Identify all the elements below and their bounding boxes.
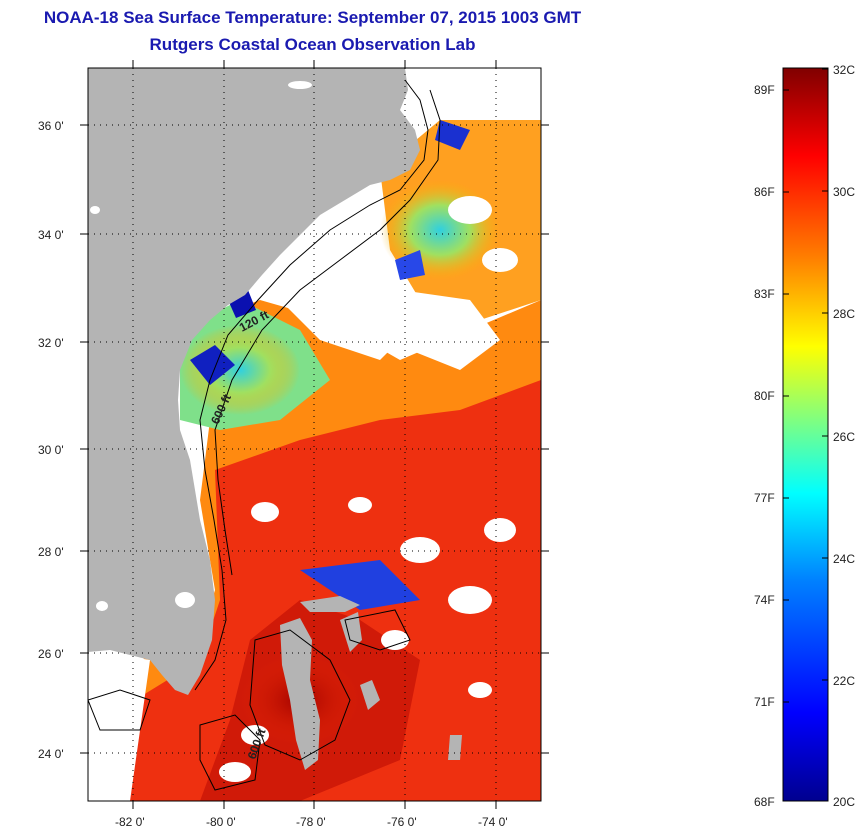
celsius-label: 26C (833, 430, 855, 444)
fahrenheit-label: 71F (754, 695, 775, 709)
celsius-label: 28C (833, 307, 855, 321)
celsius-label: 32C (833, 63, 855, 77)
map-grid (88, 68, 541, 801)
lat-label: 34 0' (38, 228, 64, 242)
celsius-label: 20C (833, 795, 855, 809)
lat-label: 32 0' (38, 336, 64, 350)
fahrenheit-label: 74F (754, 593, 775, 607)
lon-label: -74 0' (478, 815, 508, 829)
celsius-labels: 32C 30C 28C 26C 24C 22C 20C (833, 63, 855, 809)
fahrenheit-label: 80F (754, 389, 775, 403)
bathymetry-contours (88, 79, 441, 791)
lat-label: 30 0' (38, 443, 64, 457)
lat-label: 28 0' (38, 545, 64, 559)
fahrenheit-labels: 89F 86F 83F 80F 77F 74F 71F 68F (754, 83, 775, 809)
lat-label: 26 0' (38, 647, 64, 661)
longitude-labels: -82 0' -80 0' -78 0' -76 0' -74 0' (115, 815, 508, 829)
fahrenheit-label: 89F (754, 83, 775, 97)
lat-label: 36 0' (38, 119, 64, 133)
land-bahamas-andros (280, 618, 320, 770)
celsius-label: 24C (833, 552, 855, 566)
fahrenheit-label: 68F (754, 795, 775, 809)
colorbar: 89F 86F 83F 80F 77F 74F 71F 68F 32C 30C … (754, 63, 855, 809)
page-title: NOAA-18 Sea Surface Temperature: Septemb… (43, 8, 582, 27)
lon-label: -76 0' (387, 815, 417, 829)
celsius-label: 22C (833, 674, 855, 688)
celsius-label: 30C (833, 185, 855, 199)
page-subtitle: Rutgers Coastal Ocean Observation Lab (149, 35, 476, 54)
colorbar-scale (782, 67, 829, 802)
fahrenheit-label: 77F (754, 491, 775, 505)
map-panel: 120 ft 600 ft 600 ft (88, 68, 541, 801)
lon-label: -82 0' (115, 815, 145, 829)
land-us-east-coast (88, 68, 420, 695)
lon-label: -80 0' (206, 815, 236, 829)
fahrenheit-label: 83F (754, 287, 775, 301)
latitude-labels: 36 0' 34 0' 32 0' 30 0' 28 0' 26 0' 24 0… (38, 119, 64, 761)
lon-label: -78 0' (296, 815, 326, 829)
fahrenheit-label: 86F (754, 185, 775, 199)
land-bahamas-grand (300, 596, 360, 612)
lat-label: 24 0' (38, 747, 64, 761)
map-ticks (80, 60, 549, 809)
colorbar-ticks (783, 68, 828, 703)
